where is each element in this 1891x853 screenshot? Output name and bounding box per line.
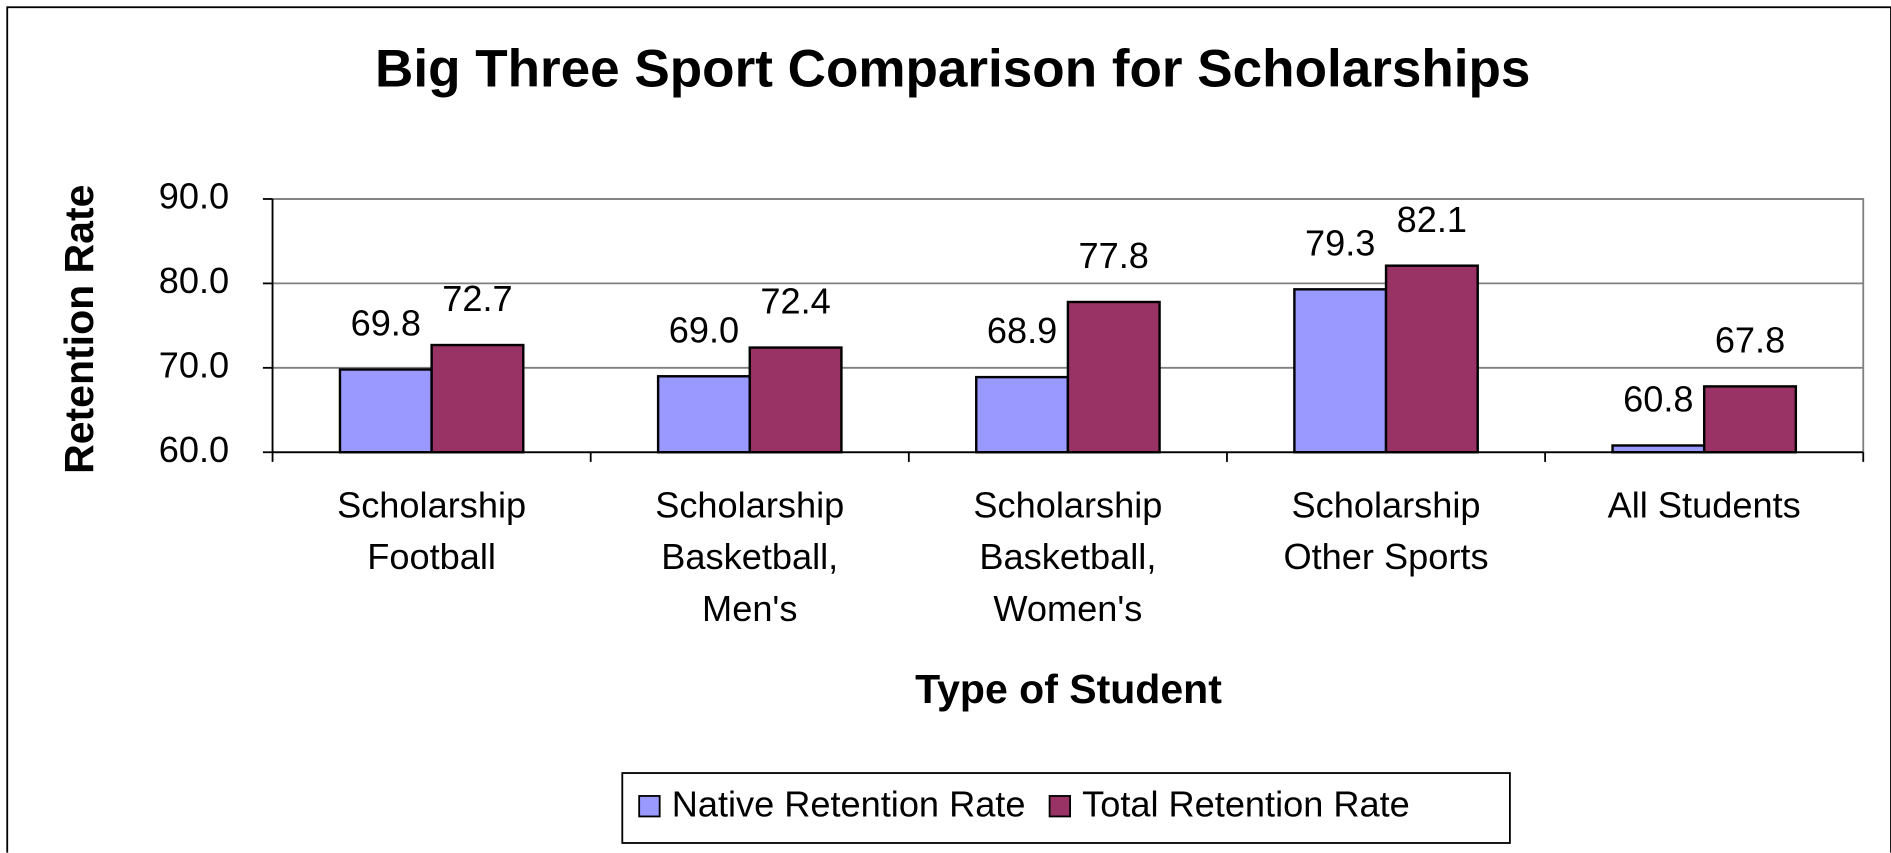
- data-label: 67.8: [1715, 320, 1785, 361]
- y-axis-title: Retention Rate: [56, 185, 102, 474]
- legend-label: Native Retention Rate: [672, 783, 1026, 824]
- data-label: 72.4: [760, 281, 830, 322]
- x-tick-label: Scholarship Football: [337, 486, 527, 578]
- x-tick-label: Scholarship Basketball, Men's: [655, 486, 845, 630]
- y-tick-label: 90.0: [159, 176, 229, 217]
- x-axis-title: Type of Student: [915, 666, 1222, 712]
- bar: [430, 343, 525, 454]
- data-label: 68.9: [987, 310, 1057, 351]
- data-label: 69.8: [351, 303, 421, 344]
- data-label: 69.0: [669, 309, 739, 350]
- x-tick-label: Scholarship Basketball, Women's: [973, 486, 1163, 630]
- bar: [975, 375, 1070, 454]
- legend-swatch: [638, 795, 661, 818]
- bar: [1293, 288, 1388, 454]
- legend-swatch: [1048, 795, 1071, 818]
- x-tick-label: Scholarship Other Sports: [1283, 486, 1489, 578]
- bar: [1611, 444, 1706, 454]
- bar: [338, 368, 433, 454]
- data-label: 77.8: [1079, 235, 1149, 276]
- y-tick-label: 60.0: [159, 429, 229, 470]
- data-label: 82.1: [1397, 199, 1467, 240]
- data-label: 79.3: [1305, 222, 1375, 263]
- bar: [1066, 300, 1161, 454]
- legend-label: Total Retention Rate: [1082, 783, 1410, 824]
- chart-title: Big Three Sport Comparison for Scholarsh…: [375, 39, 1530, 98]
- x-tick-label: All Students: [1607, 486, 1801, 526]
- y-tick-label: 80.0: [159, 260, 229, 301]
- bar: [748, 346, 843, 454]
- bar: [1384, 264, 1479, 454]
- bar: [1702, 385, 1798, 454]
- y-tick-label: 70.0: [159, 344, 229, 385]
- data-label: 72.7: [442, 278, 512, 319]
- bar: [656, 375, 751, 454]
- data-label: 60.8: [1623, 379, 1693, 420]
